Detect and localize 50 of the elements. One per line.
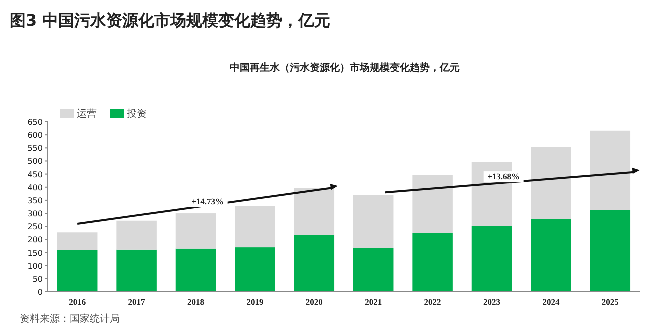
bar xyxy=(353,195,394,248)
y-tick-label: 300 xyxy=(28,210,43,219)
bar xyxy=(116,220,157,250)
bar xyxy=(353,248,394,292)
x-tick-label: 2020 xyxy=(306,297,323,307)
bar xyxy=(472,226,512,292)
x-tick-label: 2022 xyxy=(424,297,442,307)
bar xyxy=(294,235,335,292)
y-tick-label: 400 xyxy=(28,183,43,192)
y-tick-label: 200 xyxy=(28,236,43,245)
y-tick-label: 450 xyxy=(28,170,43,180)
x-tick-label: 2018 xyxy=(188,297,204,307)
x-tick-label: 2025 xyxy=(602,297,619,307)
y-tick-label: 500 xyxy=(28,157,43,166)
y-tick-label: 350 xyxy=(28,196,43,206)
legend-label: 投资 xyxy=(126,108,147,120)
y-tick-label: 150 xyxy=(28,248,43,258)
text: 资料来源：国家统计局 xyxy=(20,313,120,325)
y-tick-label: 600 xyxy=(28,131,43,140)
chart-subtitle: 中国再生水（污水资源化）市场规模变化趋势，亿元 xyxy=(230,62,460,74)
x-tick-label: 2019 xyxy=(246,297,264,307)
legend-label: 运营 xyxy=(77,108,97,120)
x-tick-label: 2023 xyxy=(484,297,500,307)
bar xyxy=(57,232,98,250)
x-tick-label: 2021 xyxy=(365,297,382,307)
x-tick-label: 2024 xyxy=(542,297,560,307)
y-tick-label: 100 xyxy=(28,262,43,271)
bar xyxy=(176,248,216,292)
y-tick-label: 650 xyxy=(28,118,43,127)
bar xyxy=(176,214,216,249)
x-tick-label: 2017 xyxy=(128,297,146,307)
bar xyxy=(590,210,631,292)
chart-title: 图3 中国污水资源化市场规模变化趋势，亿元 xyxy=(10,11,331,30)
annotation: +14.73% xyxy=(192,196,224,206)
bar xyxy=(531,219,572,292)
bar xyxy=(590,130,631,210)
bar xyxy=(57,250,98,292)
bar xyxy=(235,206,276,248)
y-tick-label: 550 xyxy=(28,144,43,154)
bar xyxy=(235,248,276,292)
bar xyxy=(531,147,572,220)
bar xyxy=(412,233,453,292)
y-tick-label: 50 xyxy=(32,274,43,284)
y-tick-label: 0 xyxy=(38,288,43,297)
x-tick-label: 2016 xyxy=(69,297,86,307)
y-tick-label: 250 xyxy=(28,222,43,232)
bar xyxy=(294,188,335,236)
bar xyxy=(412,175,453,234)
bar xyxy=(116,250,157,292)
annotation: +13.68% xyxy=(488,172,520,182)
